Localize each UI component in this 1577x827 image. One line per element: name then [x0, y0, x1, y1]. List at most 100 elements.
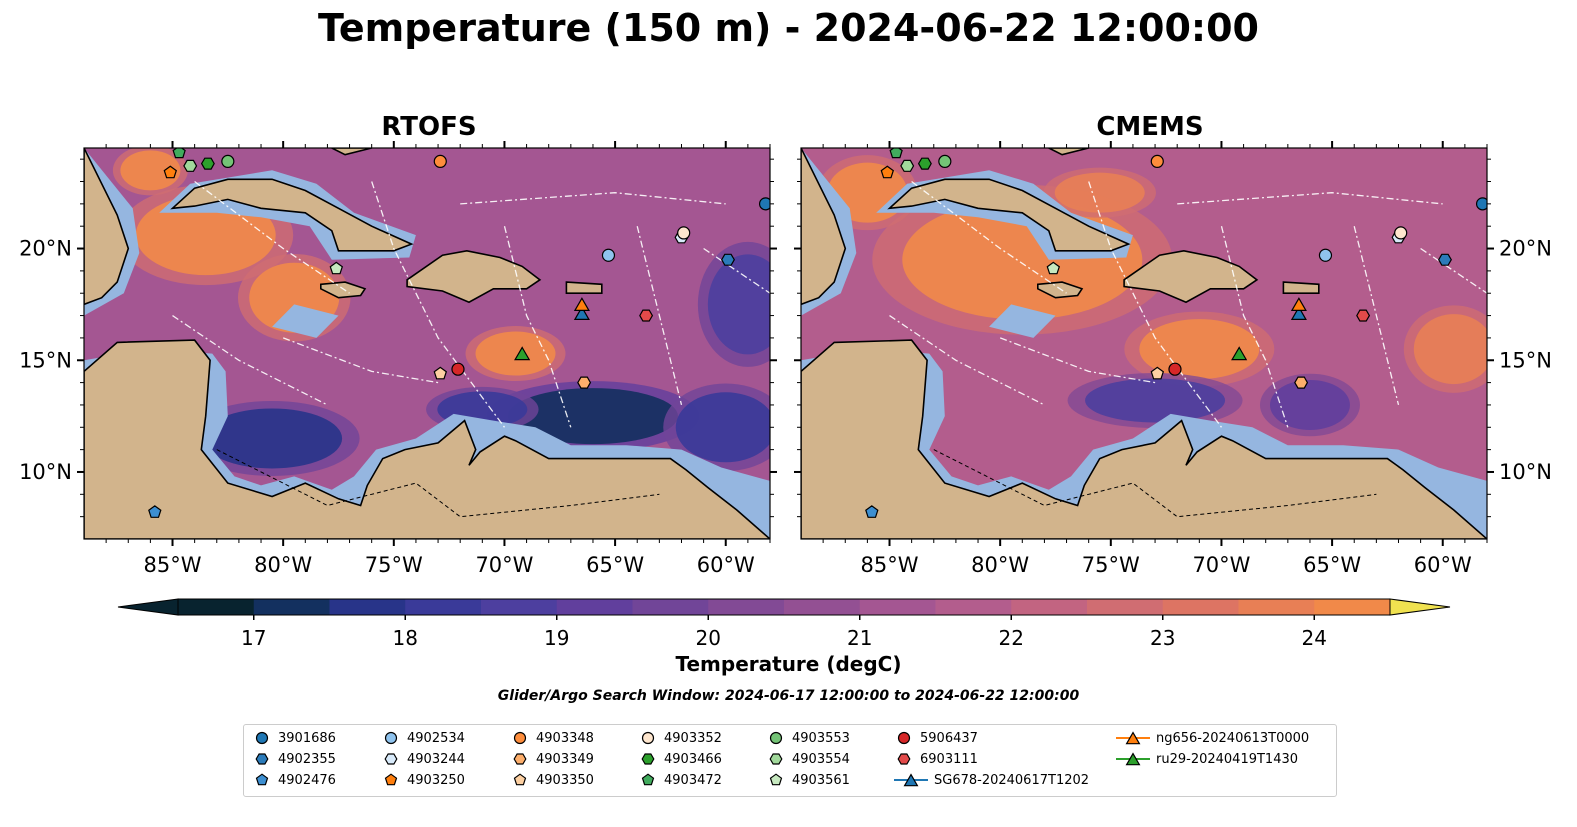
legend-float-symbol [897, 731, 911, 745]
colorbar-tick-label: 21 [847, 626, 872, 650]
eez-boundary [911, 180, 1067, 294]
colorbar-segment [1238, 599, 1315, 615]
lat-tick-label: 15°N [19, 348, 72, 372]
float-marker [1394, 226, 1408, 240]
eez-boundary [1177, 192, 1443, 205]
legend-label: 4903472 [664, 772, 722, 788]
colorbar-segment [178, 599, 255, 615]
colorbar-label: Temperature (degC) [675, 652, 902, 676]
lat-tick-label: 20°N [1499, 237, 1552, 261]
colorbar-segment [556, 599, 633, 615]
float-marker [183, 159, 198, 172]
float-marker [172, 148, 186, 159]
float-marker [200, 157, 215, 170]
float-marker [577, 376, 592, 389]
float-marker [917, 157, 932, 170]
land-mass [1282, 281, 1320, 294]
legend-label: 4903348 [536, 730, 594, 746]
lon-tick-label: 65°W [586, 553, 644, 577]
land-mass [331, 148, 372, 156]
colorbar-segment [329, 599, 406, 615]
map-panel-rtofs: 85°W 80°W 75°W 70°W 65°W 60°W [77, 141, 777, 577]
legend-label: ru29-20240419T1430 [1156, 751, 1299, 767]
eez-boundary [1420, 247, 1487, 294]
lon-tick-label: 70°W [1192, 553, 1250, 577]
lon-tick-label: 85°W [144, 553, 202, 577]
colorbar-tick-label: 18 [393, 626, 418, 650]
colorbar-segment [632, 599, 709, 615]
colorbar-min-extension [117, 598, 179, 616]
legend-float-symbol [897, 753, 911, 765]
legend-item: 4903352 [638, 729, 722, 747]
eez-boundary [503, 226, 572, 428]
legend-marker [769, 773, 783, 786]
legend-marker [894, 773, 928, 787]
float-marker [1475, 197, 1487, 211]
search-window-note: Glider/Argo Search Window: 2024-06-17 12… [497, 688, 1080, 704]
eez-boundary [194, 180, 350, 294]
lon-tick-label: 80°W [971, 553, 1029, 577]
legend-item: 4903350 [510, 771, 594, 789]
legend-marker [513, 773, 527, 786]
land-mass [170, 178, 414, 252]
lon-tick-label: 80°W [254, 553, 312, 577]
eez-boundary [636, 226, 683, 406]
eez-boundary [1353, 226, 1400, 406]
legend: 3901686 4902355 4902476 4902534 4903244 49032… [243, 724, 1337, 797]
colorbar-segment [405, 599, 482, 615]
float-marker [880, 165, 895, 179]
float-marker [601, 248, 616, 262]
float-marker [221, 154, 235, 169]
temperature-feature [202, 408, 343, 469]
legend-label: SG678-20240617T1202 [934, 772, 1090, 788]
float-marker [721, 253, 735, 266]
colorbar-segment [1314, 599, 1391, 615]
colorbar-segment [1011, 599, 1088, 615]
eez-boundary [889, 315, 1045, 406]
legend-marker [384, 731, 398, 745]
colorbar-segment [253, 599, 330, 615]
colorbar-tick-label: 19 [544, 626, 569, 650]
float-markers [865, 148, 1487, 518]
legend-item: 4903244 [381, 750, 465, 768]
legend-float-symbol [384, 753, 398, 765]
lat-tick-label: 20°N [19, 237, 72, 261]
legend-label: 3901686 [278, 730, 336, 746]
legend-label: 6903111 [920, 751, 978, 767]
legend-label: 4903554 [792, 751, 850, 767]
float-marker [1168, 362, 1182, 376]
colorbar-segment [708, 599, 785, 615]
float-marker [1356, 309, 1371, 322]
legend-label: 4903244 [407, 751, 465, 767]
eez-boundary [999, 337, 1156, 384]
legend-label: 4903352 [664, 730, 722, 746]
lon-tick-label: 70°W [475, 553, 533, 577]
float-marker [1318, 248, 1333, 262]
float-marker [433, 366, 448, 380]
temperature-feature [1085, 378, 1226, 423]
legend-marker [897, 731, 911, 745]
legend-glider-symbol [1125, 731, 1141, 745]
legend-item: 4903472 [638, 771, 722, 789]
colorbar-segment [935, 599, 1012, 615]
glider-marker [1231, 346, 1248, 361]
legend-label: 4903250 [407, 772, 465, 788]
temperature-feature [675, 392, 770, 463]
lon-tick-label: 65°W [1303, 553, 1361, 577]
legend-float-symbol [641, 753, 655, 765]
legend-item: 4903554 [766, 750, 850, 768]
legend-label: 4902534 [407, 730, 465, 746]
float-marker [163, 165, 178, 179]
legend-label: 4903553 [792, 730, 850, 746]
lon-tick-label: 75°W [365, 553, 423, 577]
float-marker [865, 505, 879, 518]
legend-label: 4903350 [536, 772, 594, 788]
map-figure: 85°W 80°W 75°W 70°W 65°W 60°W 85°W 80°W 75°W 70°… [19, 141, 1552, 650]
land-mass [1037, 281, 1084, 299]
panel-title-cmems: CMEMS [1096, 112, 1204, 142]
land-mass [801, 339, 1487, 539]
legend-marker [1116, 752, 1150, 766]
legend-label: ng656-20240613T0000 [1156, 730, 1310, 746]
legend-item: 4903348 [510, 729, 594, 747]
panel-title-rtofs: RTOFS [381, 112, 477, 142]
